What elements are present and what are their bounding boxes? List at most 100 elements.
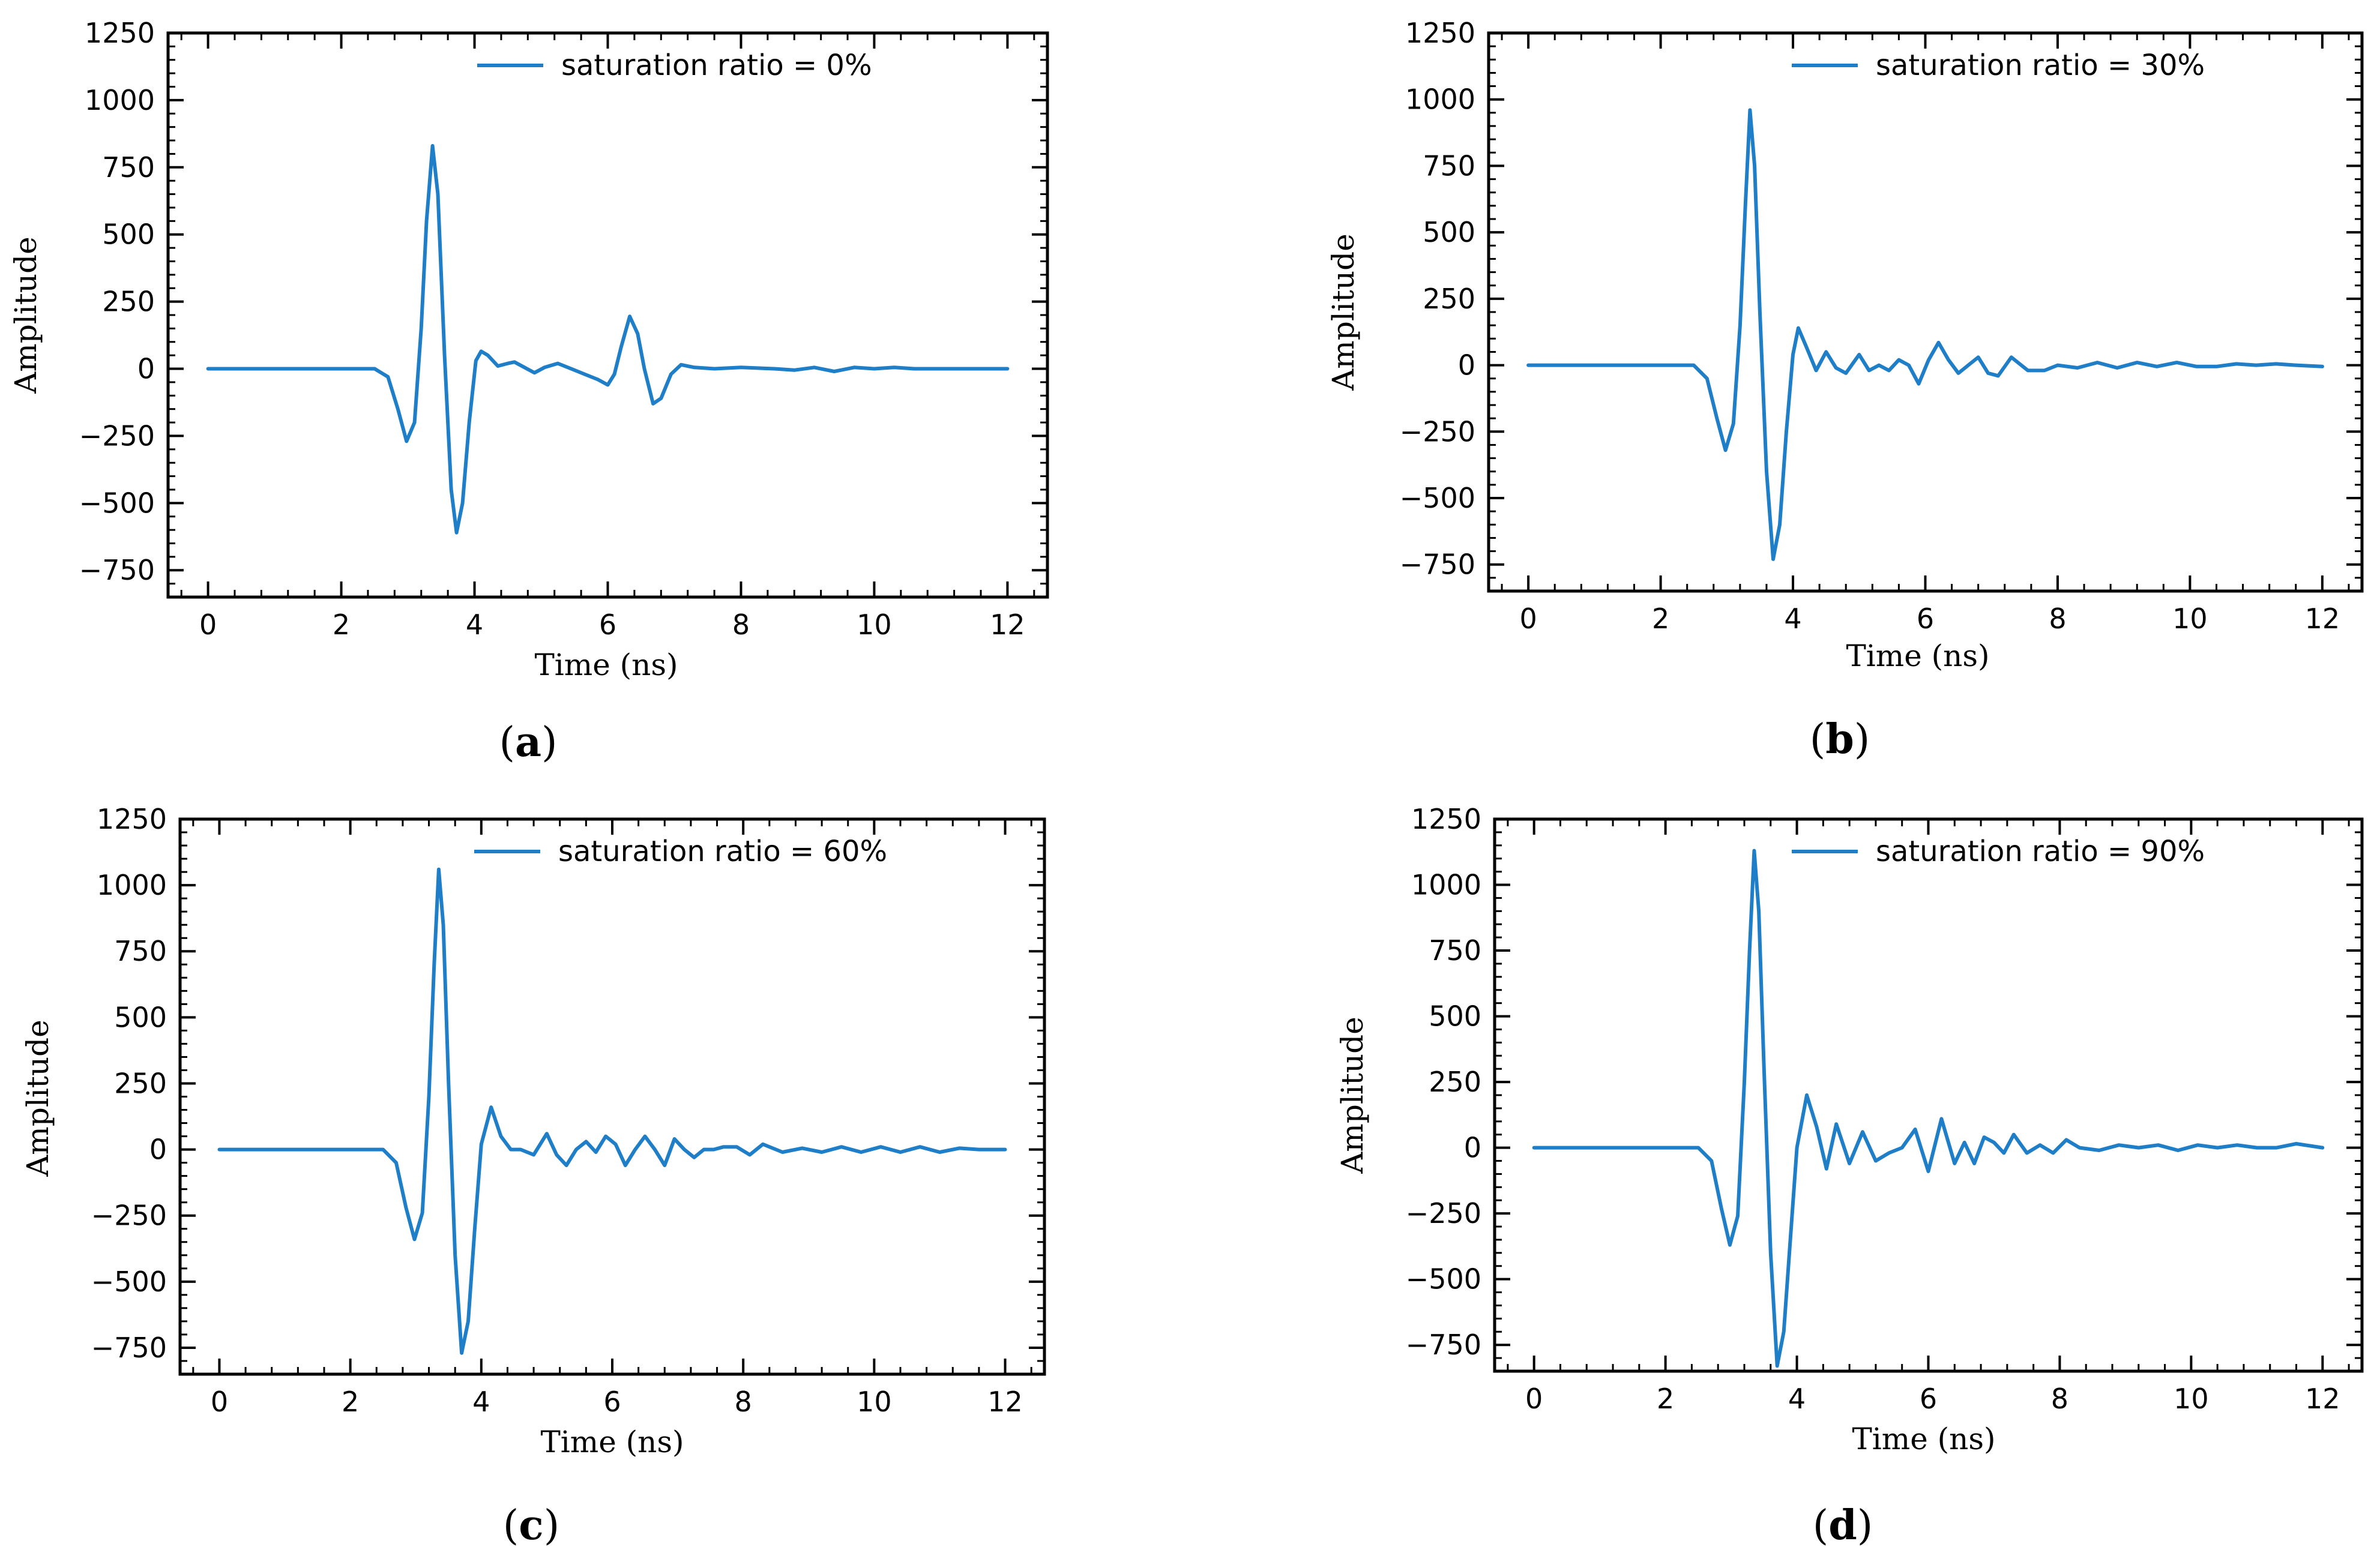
y-tick-label: 1000 bbox=[97, 869, 167, 901]
plot-frame bbox=[166, 31, 1049, 599]
legend-label: saturation ratio = 0% bbox=[561, 49, 872, 82]
y-tick-label: 0 bbox=[1458, 349, 1475, 382]
y-tick-label: −500 bbox=[79, 487, 155, 519]
y-tick-label: 1250 bbox=[97, 803, 167, 835]
y-tick-label: −500 bbox=[1400, 482, 1475, 514]
legend-label: saturation ratio = 60% bbox=[558, 835, 887, 868]
x-tick-label: 8 bbox=[735, 1386, 752, 1418]
x-tick-label: 8 bbox=[732, 608, 750, 641]
y-tick-label: 500 bbox=[1423, 216, 1475, 248]
x-tick-label: 12 bbox=[2305, 602, 2340, 635]
caption-paren-close: ) bbox=[541, 719, 558, 766]
caption-paren-close: ) bbox=[1854, 716, 1870, 763]
x-tick-label: 8 bbox=[2049, 602, 2066, 635]
x-axis-label: Time (ns) bbox=[1852, 1422, 1995, 1456]
y-tick-label: 1250 bbox=[85, 17, 155, 49]
x-tick-label: 12 bbox=[990, 608, 1025, 641]
caption-letter: b bbox=[1825, 715, 1854, 763]
plot-frame bbox=[1487, 31, 2364, 593]
y-tick-label: −250 bbox=[1400, 415, 1475, 448]
panel-caption: (b) bbox=[1810, 715, 1870, 763]
y-tick-label: 250 bbox=[1429, 1066, 1481, 1098]
x-tick-label: 2 bbox=[342, 1386, 359, 1418]
y-tick-label: 1000 bbox=[85, 84, 155, 116]
y-tick-label: 500 bbox=[102, 218, 155, 251]
x-tick-label: 10 bbox=[2174, 1383, 2209, 1415]
y-tick-label: 750 bbox=[1423, 149, 1475, 182]
x-tick-label: 0 bbox=[211, 1386, 228, 1418]
y-tick-label: 750 bbox=[1429, 934, 1481, 967]
series-line bbox=[1526, 108, 2324, 561]
x-tick-label: 2 bbox=[1657, 1383, 1674, 1415]
chart-panel-c: 0 2 4 6 8 10 12 −750 −500 −250 0 250 500 750 1000 1250 s… bbox=[20, 803, 1046, 1549]
caption-paren-open: ( bbox=[1810, 716, 1826, 763]
x-tick-label: 4 bbox=[472, 1386, 490, 1418]
y-tick-label: −750 bbox=[1406, 1329, 1481, 1361]
caption-letter: c bbox=[519, 1501, 543, 1549]
series-line bbox=[217, 867, 1007, 1355]
chart-panel-d: 0 2 4 6 8 10 12 −750 −500 −250 0 250 500 750 1000 1250 s… bbox=[1335, 803, 2364, 1549]
caption-paren-open: ( bbox=[1813, 1502, 1829, 1549]
x-tick-label: 0 bbox=[199, 608, 217, 641]
x-tick-label: 4 bbox=[1784, 602, 1801, 635]
x-tick-label: 10 bbox=[2172, 602, 2208, 635]
x-tick-label: 2 bbox=[1652, 602, 1669, 635]
panel-caption: (c) bbox=[503, 1501, 559, 1549]
y-axis-label: Amplitude bbox=[8, 236, 43, 394]
x-tick-label: 4 bbox=[1788, 1383, 1806, 1415]
x-tick-label: 4 bbox=[466, 608, 483, 641]
caption-paren-close: ) bbox=[1857, 1502, 1873, 1549]
chart-panel-b: 0 2 4 6 8 10 12 −750 −500 −250 0 250 500 750 1000 1250 s… bbox=[1326, 17, 2364, 763]
y-tick-label: 250 bbox=[102, 286, 155, 318]
x-tick-label: 10 bbox=[857, 1386, 892, 1418]
x-tick-label: 8 bbox=[2051, 1383, 2068, 1415]
y-tick-label: 750 bbox=[114, 935, 167, 967]
x-tick-label: 6 bbox=[1920, 1383, 1937, 1415]
y-tick-label: 0 bbox=[137, 353, 155, 385]
y-tick-label: 0 bbox=[149, 1134, 167, 1166]
y-axis-label: Amplitude bbox=[20, 1020, 55, 1177]
y-tick-label: 500 bbox=[114, 1001, 167, 1033]
y-tick-label: 0 bbox=[1464, 1132, 1481, 1164]
y-tick-label: 500 bbox=[1429, 1000, 1481, 1033]
y-tick-label: −500 bbox=[1406, 1263, 1481, 1296]
caption-paren-open: ( bbox=[499, 719, 515, 766]
y-tick-label: 1250 bbox=[1411, 803, 1481, 835]
y-tick-label: 750 bbox=[102, 151, 155, 184]
y-tick-label: −750 bbox=[91, 1332, 167, 1364]
y-tick-label: 250 bbox=[114, 1067, 167, 1099]
x-tick-label: 2 bbox=[333, 608, 350, 641]
y-tick-label: −250 bbox=[91, 1200, 167, 1232]
x-tick-label: 0 bbox=[1519, 602, 1537, 635]
caption-letter: d bbox=[1828, 1501, 1857, 1549]
x-tick-label: 6 bbox=[603, 1386, 621, 1418]
caption-paren-open: ( bbox=[503, 1502, 519, 1549]
panel-caption: (d) bbox=[1813, 1501, 1873, 1549]
y-tick-label: 1250 bbox=[1405, 17, 1475, 49]
caption-letter: a bbox=[515, 718, 541, 766]
y-tick-label: −250 bbox=[1406, 1197, 1481, 1230]
y-tick-label: 1000 bbox=[1405, 83, 1475, 116]
panel-caption: (a) bbox=[499, 718, 557, 766]
x-tick-label: 0 bbox=[1525, 1383, 1543, 1415]
x-tick-label: 6 bbox=[599, 608, 616, 641]
y-tick-label: 250 bbox=[1423, 283, 1475, 315]
y-tick-label: −250 bbox=[79, 419, 155, 452]
y-axis-label: Amplitude bbox=[1335, 1017, 1370, 1174]
x-tick-label: 10 bbox=[857, 608, 892, 641]
plot-frame bbox=[1493, 817, 2364, 1373]
plot-frame bbox=[178, 817, 1046, 1376]
x-axis-label: Time (ns) bbox=[540, 1425, 684, 1459]
y-tick-label: 1000 bbox=[1411, 869, 1481, 901]
x-axis-label: Time (ns) bbox=[534, 647, 678, 682]
caption-paren-close: ) bbox=[544, 1502, 560, 1549]
y-axis-label: Amplitude bbox=[1326, 233, 1361, 391]
y-tick-label: −750 bbox=[1400, 548, 1475, 581]
series-line bbox=[1532, 849, 2325, 1368]
series-line bbox=[206, 144, 1010, 535]
y-tick-label: −500 bbox=[91, 1266, 167, 1298]
x-tick-label: 12 bbox=[2305, 1383, 2340, 1415]
x-tick-label: 12 bbox=[987, 1386, 1023, 1418]
chart-panel-a: 0 2 4 6 8 10 12 −750 −500 −250 0 250 500 750 1000 1250 s… bbox=[8, 17, 1049, 766]
